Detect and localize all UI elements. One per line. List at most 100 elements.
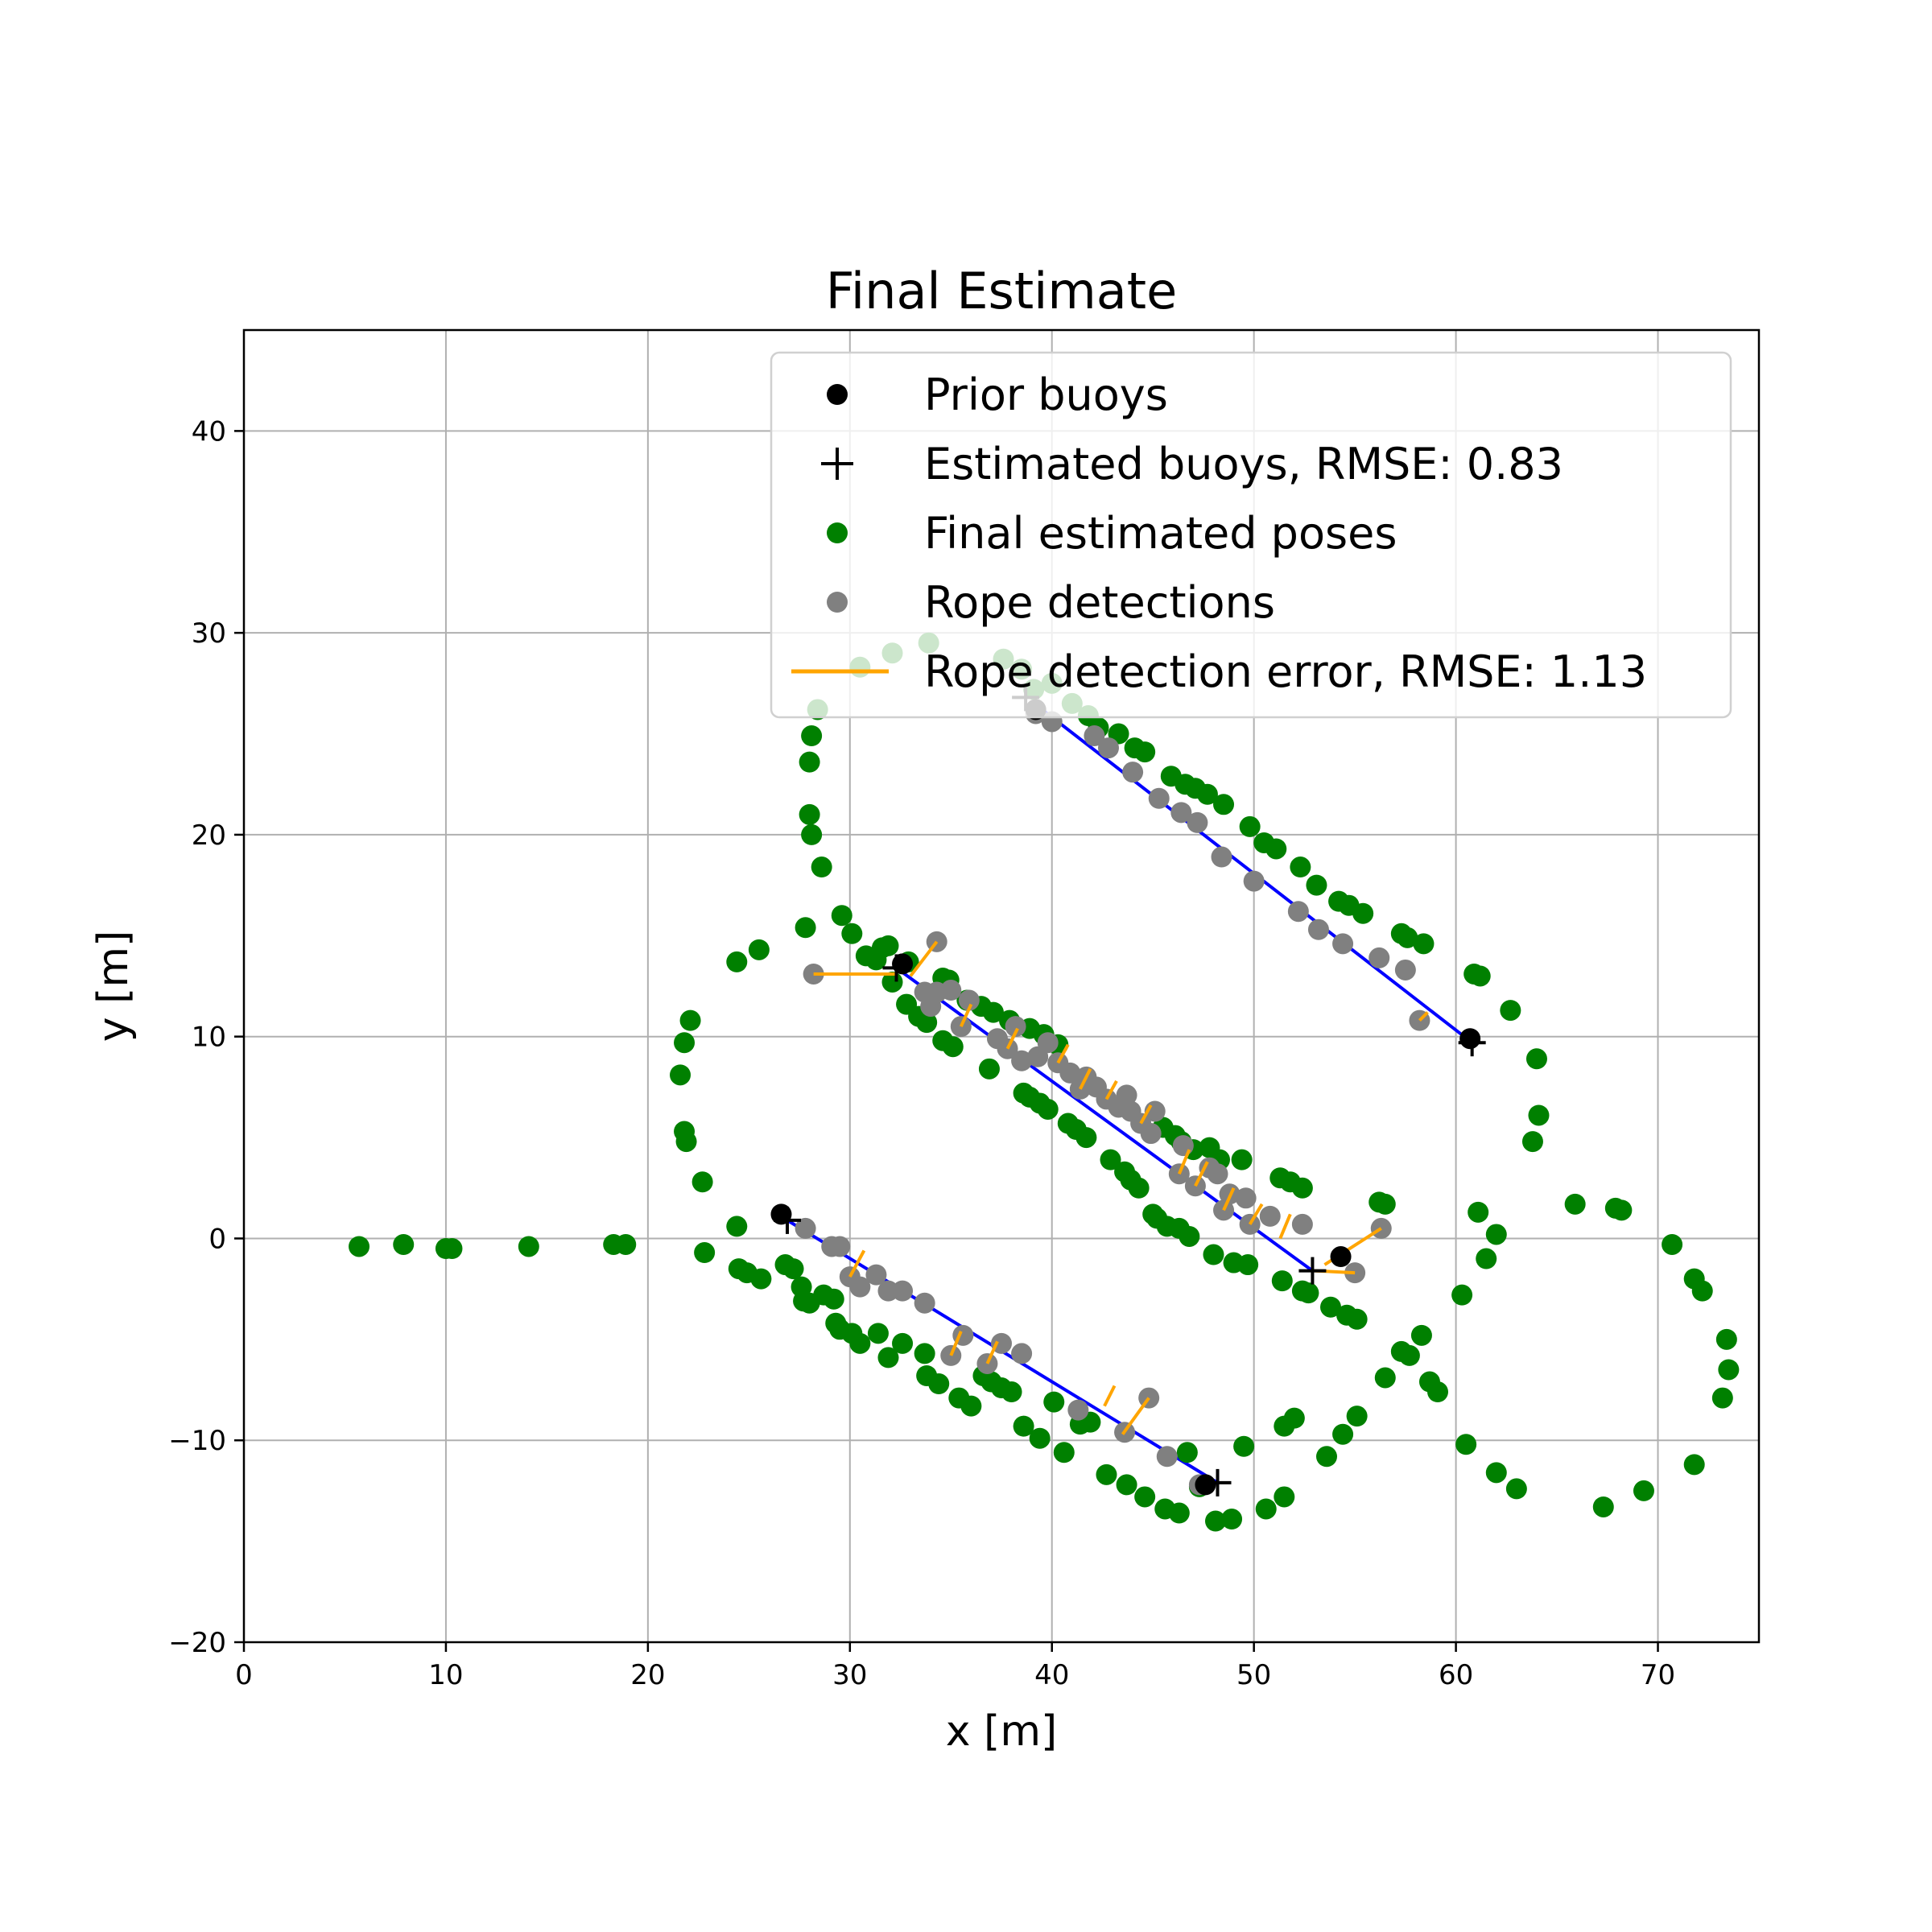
rope-detection-point [1332, 933, 1354, 955]
prior-buoy-point [1459, 1028, 1481, 1050]
pose-point [1525, 1048, 1547, 1070]
pose-point [877, 935, 899, 956]
pose-point [675, 1131, 697, 1153]
pose-point [1662, 1233, 1683, 1255]
pose-point [1283, 1407, 1305, 1429]
detection-error-line [1248, 1203, 1264, 1225]
pose-point [1116, 1474, 1137, 1496]
pose-point [1001, 1381, 1022, 1403]
pose-point [1203, 1244, 1224, 1265]
pose-point [1413, 933, 1435, 955]
pose-point [1274, 1486, 1295, 1508]
prior-buoy-point [1195, 1474, 1216, 1496]
pose-point [1265, 838, 1287, 860]
pose-point [1427, 1381, 1449, 1403]
pose-point [1231, 1149, 1253, 1170]
rope-detection-point [865, 1264, 887, 1286]
pose-point [1683, 1454, 1705, 1476]
pose-point [1410, 1324, 1432, 1346]
detection-error-line [1121, 1397, 1150, 1435]
pose-point [978, 1058, 1000, 1080]
pose-point [441, 1238, 463, 1259]
legend-marker-dot [827, 384, 848, 405]
rope-detection-point [1307, 919, 1329, 940]
pose-point [615, 1233, 637, 1255]
pose-point [1316, 1446, 1338, 1468]
rope-detection-point [1211, 846, 1232, 868]
pose-point [1196, 783, 1218, 805]
chart-title: Final Estimate [826, 262, 1177, 320]
rope-detection-point [1287, 901, 1309, 923]
rope-detection-point [1097, 737, 1119, 759]
detection-error-line [959, 1003, 973, 1027]
pose-point [1374, 1367, 1396, 1389]
rope-detection-point [892, 1280, 914, 1302]
estimated-buoy-marker [882, 954, 910, 982]
rope-detection-point [1291, 1213, 1313, 1235]
pose-point [799, 751, 820, 773]
pose-point [811, 857, 832, 878]
pose-point [799, 803, 820, 825]
pose-point [1521, 1131, 1543, 1153]
y-tick-label: 20 [192, 819, 226, 852]
pose-point [1075, 1127, 1097, 1149]
rope-detection-point [1187, 811, 1208, 833]
detection-error-line [949, 1331, 963, 1356]
estimated-buoy-marker [1458, 1029, 1486, 1057]
legend-box [770, 351, 1732, 719]
rope-detection-point [1235, 1187, 1257, 1209]
pose-point [1397, 927, 1418, 948]
y-tick-label: 10 [192, 1022, 226, 1054]
rope-detection-point [1207, 1163, 1228, 1185]
rope-detection-point [1011, 1343, 1033, 1364]
pose-point [916, 1012, 938, 1034]
rope-detection-point [1084, 725, 1105, 747]
y-tick-label: 30 [192, 617, 226, 650]
prior-buoy-point [1330, 1246, 1352, 1268]
pose-point [674, 1032, 696, 1054]
rope-detection-point [940, 980, 962, 1001]
pose-point [1469, 965, 1491, 987]
pose-point [750, 1268, 772, 1290]
legend-label: Rope detection error, RMSE: 1.13 [924, 646, 1647, 697]
legend-label: Prior buoys [924, 369, 1168, 420]
pose-point [795, 917, 816, 939]
x-tick-label: 50 [1236, 1659, 1271, 1691]
pose-point [1346, 1308, 1368, 1330]
pose-point [1134, 1486, 1156, 1508]
pose-point [1691, 1280, 1713, 1302]
legend-marker-dot [827, 522, 848, 543]
pose-point [892, 1332, 914, 1354]
pose-point [1221, 1509, 1243, 1530]
rope-detection-point [991, 1332, 1012, 1354]
pose-point [1290, 857, 1311, 878]
x-tick-label: 30 [832, 1659, 867, 1691]
pose-point [1255, 1498, 1277, 1520]
pose-point [1455, 1434, 1477, 1455]
detection-error-line [1177, 1149, 1191, 1174]
detection-error-line [848, 1249, 866, 1278]
rope-detection-point [1259, 1205, 1281, 1227]
pose-point [1398, 1344, 1420, 1366]
y-tick-label: −20 [168, 1627, 226, 1659]
detection-error-line [1278, 1213, 1292, 1240]
y-tick-label: −10 [168, 1425, 226, 1457]
pose-point [748, 939, 770, 960]
rope-detection-point [1394, 959, 1416, 980]
y-tick-label: 0 [208, 1223, 226, 1255]
pose-point [801, 725, 823, 747]
pose-point [1451, 1284, 1473, 1306]
pose-point [831, 905, 852, 927]
pose-point [782, 1258, 804, 1280]
rope-detection-point [1059, 1062, 1081, 1084]
x-tick-label: 70 [1641, 1659, 1675, 1691]
pose-point [1306, 874, 1327, 896]
pose-point [1564, 1193, 1586, 1215]
pose-point [670, 1064, 691, 1086]
pose-points [349, 632, 1740, 1532]
legend: Prior buoys Estimated buoys, RMSE: 0.83 Fi… [770, 351, 1732, 719]
detection-error-line [1005, 1027, 1019, 1050]
pose-point [691, 1171, 713, 1193]
